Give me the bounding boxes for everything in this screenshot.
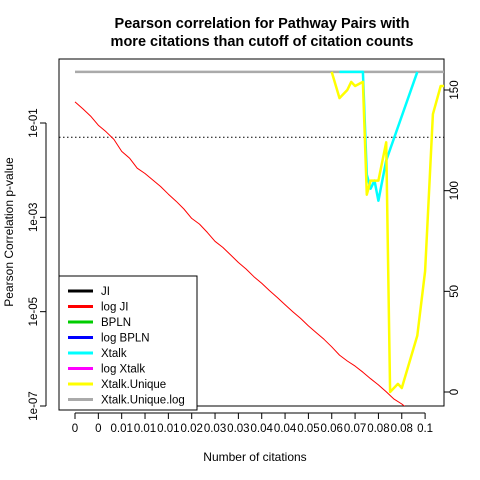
bottom-tick-label: 0.04	[251, 423, 274, 435]
legend-label: log JI	[101, 302, 129, 314]
bottom-tick-label: 0.02	[181, 423, 203, 435]
legend-label: Xtalk.Unique.log	[101, 395, 185, 407]
legend-label: Xtalk	[101, 348, 127, 360]
bottom-tick-label: 0.06	[321, 423, 343, 435]
bottom-tick-label: 0.08	[391, 423, 413, 435]
left-tick-label: 1e-07	[28, 391, 40, 420]
bottom-tick-label: 0.03	[227, 423, 249, 435]
legend-label: log Xtalk	[101, 364, 145, 376]
bottom-tick-label: 0.1	[417, 423, 433, 435]
bottom-tick-label: 0	[95, 423, 101, 435]
chart-title-line-1: Pearson correlation for Pathway Pairs wi…	[115, 16, 410, 32]
series-line-xtalk-unique	[330, 71, 444, 394]
chart-title-line-2: more citations than cutoff of citation c…	[111, 34, 414, 50]
legend-label: JI	[101, 286, 110, 298]
right-axis: 0 50 100 150	[443, 80, 461, 395]
legend-label: BPLN	[101, 317, 131, 329]
x-axis-title: Number of citations	[203, 450, 306, 464]
right-tick-label: 50	[449, 285, 461, 298]
right-tick-label: 100	[449, 181, 461, 200]
right-tick-label: 150	[449, 80, 461, 99]
legend-box	[58, 275, 198, 411]
bottom-tick-label: 0.07	[344, 423, 366, 435]
legend-label: Xtalk.Unique	[101, 379, 166, 391]
series-layer	[74, 70, 444, 406]
legend-label: log BPLN	[101, 333, 150, 345]
bottom-tick-label: 0	[72, 423, 78, 435]
series-line-xtalk	[339, 70, 419, 202]
left-axis: 1e-07 1e-05 1e-03 1e-01	[28, 108, 47, 421]
bottom-tick-label: 0.03	[204, 423, 226, 435]
left-tick-label: 1e-01	[28, 108, 40, 137]
bottom-tick-label: 0.01	[110, 423, 132, 435]
bottom-axis: 0 0 0.01 0.01 0.01 0.02 0.03 0.03 0.04 0.04 0.05 0.…	[72, 412, 433, 435]
y-axis-title: Pearson Correlation p-value	[2, 157, 16, 307]
left-tick-label: 1e-03	[28, 203, 40, 232]
bottom-tick-label: 0.01	[134, 423, 156, 435]
series-line-log-ji	[74, 101, 406, 406]
bottom-tick-label: 0.05	[297, 423, 319, 435]
bottom-tick-label: 0.08	[367, 423, 389, 435]
legend: JI log JI BPLN log BPLN Xtalk log Xtalk Xtalk.…	[58, 275, 198, 411]
bottom-tick-label: 0.04	[274, 423, 297, 435]
right-tick-label: 0	[449, 389, 461, 395]
bottom-tick-label: 0.01	[157, 423, 179, 435]
left-tick-label: 1e-05	[28, 297, 40, 326]
